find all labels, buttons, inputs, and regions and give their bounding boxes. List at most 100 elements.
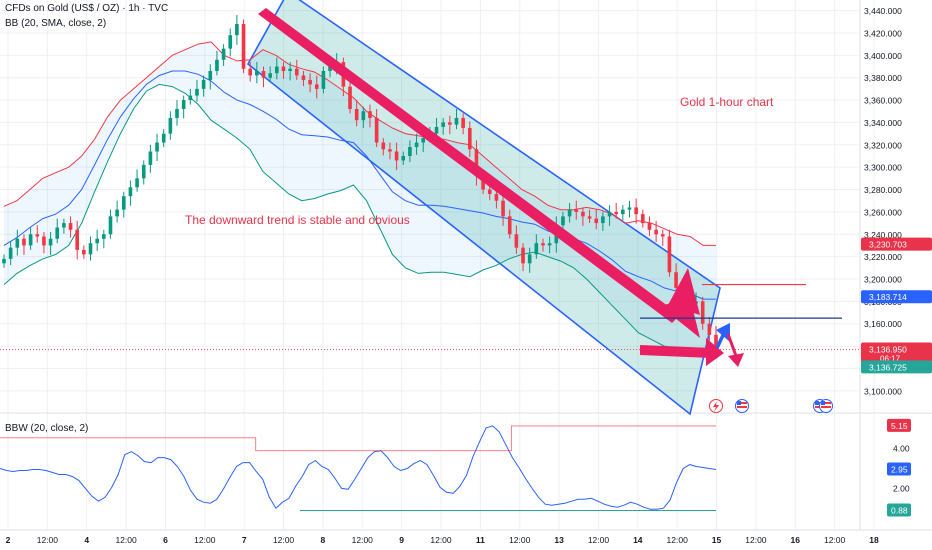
candle (621, 205, 625, 221)
candle (68, 216, 73, 238)
candle-body (541, 243, 545, 246)
candle-body (102, 234, 106, 239)
candle (388, 142, 392, 160)
candle-body (2, 258, 6, 264)
candle-body (700, 301, 705, 324)
candle (161, 129, 166, 148)
price-badge[interactable]: 3,136.725 (861, 360, 932, 374)
time-tick-label: 15 (712, 535, 722, 545)
candle (394, 142, 399, 170)
bbw-badge-bg (887, 462, 911, 476)
candle (121, 191, 126, 218)
candle-body (674, 272, 678, 288)
flat-arrow-shaft[interactable] (640, 345, 712, 358)
horizontal-lines[interactable] (0, 283, 860, 350)
blue-up-arrow-head[interactable] (716, 323, 730, 342)
time-tick-label: 14 (633, 535, 643, 545)
candle-body (221, 48, 226, 60)
candle-body (188, 95, 193, 101)
candle-body (647, 223, 652, 230)
price-axis[interactable]: 3,440.000 3,420.000 3,400.000 3,380.000 3,36… (861, 6, 932, 396)
flat-arrow-head[interactable] (706, 338, 724, 366)
candle-body (268, 73, 272, 78)
candle-body (494, 193, 499, 201)
red-down-arrow-shaft[interactable] (726, 333, 738, 357)
candle (354, 100, 359, 127)
event-icons[interactable] (709, 399, 833, 413)
candle-body (381, 142, 386, 150)
time-tick-label: 12:00 (824, 535, 846, 545)
time-tick-label: 12:00 (430, 535, 452, 545)
candle-body (634, 207, 638, 215)
price-tick-label: 3,200.000 (864, 274, 902, 284)
candle (541, 238, 545, 252)
price-tick-label: 3,160.000 (864, 319, 902, 329)
candle-body (654, 229, 658, 235)
bbw-title[interactable]: BBW (20, close, 2) (5, 423, 89, 434)
candle-body (481, 176, 485, 190)
candle (574, 200, 579, 220)
bbw-badge[interactable]: 2.95 (887, 462, 911, 476)
candle-body (248, 68, 253, 76)
time-axis[interactable]: 2 12:00 4 12:00 6 12:00 7 12:00 8 12:00 9 12:00 11 12… (0, 529, 932, 545)
candle (314, 75, 319, 99)
symbol-title[interactable]: CFDs on Gold (US$ / OZ) · 1h · TVC (5, 3, 169, 14)
candle-body (255, 70, 259, 76)
candle-body (141, 164, 146, 179)
candle (188, 88, 193, 105)
bbw-badge[interactable]: 5.15 (887, 418, 911, 432)
small-down-arrow[interactable] (668, 268, 700, 315)
bbw-badge[interactable]: 0.88 (887, 503, 911, 517)
candle-body (561, 216, 565, 226)
candle-body (448, 122, 452, 125)
candle (135, 169, 139, 192)
bb-basis-line (3, 70, 716, 300)
candle-body (714, 334, 718, 350)
candle-body (228, 35, 233, 49)
indicator-title[interactable]: BB (20, SMA, close, 2) (5, 18, 107, 29)
candle-body (88, 243, 93, 255)
trend-channel-box[interactable] (246, 0, 721, 416)
candle (374, 109, 379, 148)
bbw-tick-label: 4.00 (893, 444, 910, 454)
candle-body (48, 238, 53, 246)
candle-body (95, 238, 99, 244)
candle (601, 211, 605, 231)
us-flag-icon[interactable] (819, 399, 833, 413)
trend-channel[interactable] (246, 0, 721, 416)
candle-body (201, 79, 206, 89)
price-tick-label: 3,340.000 (864, 118, 902, 128)
candle (527, 247, 532, 273)
candle (15, 229, 20, 256)
candle (627, 200, 632, 218)
candle (461, 113, 465, 135)
price-tick-label: 3,220.000 (864, 252, 902, 262)
bbw-badge-text: 2.95 (891, 465, 908, 475)
lightning-bolt (713, 401, 719, 412)
candle-body (408, 147, 412, 156)
big-trend-arrow-shaft[interactable] (258, 8, 680, 323)
candle (514, 225, 519, 254)
candle-body (487, 189, 492, 194)
price-badge[interactable]: 3,183.714 (861, 290, 932, 304)
price-badge[interactable]: 3,230.703 (861, 237, 932, 251)
us-flag-canton (737, 401, 741, 405)
candle-body (394, 151, 399, 161)
candle (201, 75, 206, 97)
lightning-icon[interactable] (709, 399, 723, 413)
candle (607, 205, 612, 226)
candle-body (148, 151, 153, 165)
annotation-arrows[interactable] (258, 8, 744, 367)
candle-body (321, 70, 326, 89)
candle-body (501, 200, 505, 217)
time-tick-label: 18 (869, 535, 879, 545)
bb-band-fill (4, 41, 716, 353)
candle (301, 70, 306, 87)
red-down-arrow-head[interactable] (728, 353, 744, 367)
us-flag-icon[interactable] (735, 399, 749, 413)
bbw-line (0, 425, 717, 510)
time-tick-label: 6 (163, 535, 168, 545)
candle-body (275, 66, 279, 74)
candle-body (614, 211, 618, 215)
